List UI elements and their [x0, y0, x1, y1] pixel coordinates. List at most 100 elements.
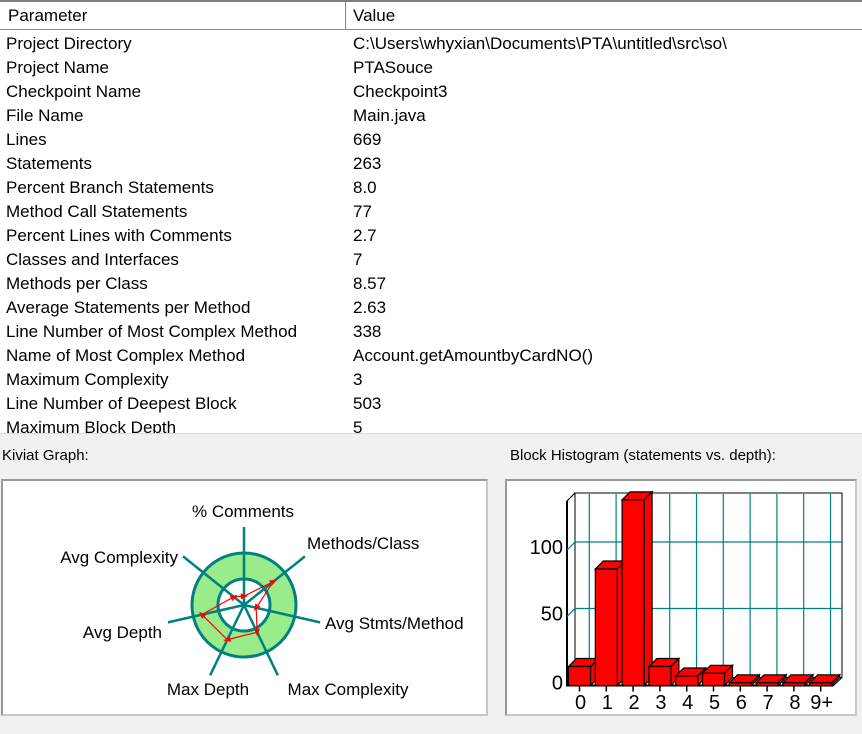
kiviat-axis-label: Max Depth — [167, 680, 249, 699]
table-row[interactable]: Line Number of Deepest Block 503 — [0, 392, 862, 416]
value-cell: Checkpoint3 — [353, 82, 448, 101]
histogram-x-tick-label: 7 — [763, 692, 774, 714]
kiviat-graph-panel: % Comments Methods/Class Avg Stmts/Method M… — [1, 479, 488, 716]
table-row[interactable]: Percent Branch Statements 8.0 — [0, 176, 862, 200]
kiviat-axis-label: Methods/Class — [307, 534, 419, 553]
table-row[interactable]: Maximum Complexity 3 — [0, 368, 862, 392]
table-row[interactable]: Project Name PTASouce — [0, 56, 862, 80]
param-cell: Checkpoint Name — [6, 82, 142, 101]
charts-section: Kiviat Graph: % Comments Methods/Class Avg… — [0, 433, 862, 734]
histogram-x-tick-label: 2 — [629, 692, 640, 714]
kiviat-spoke — [242, 604, 279, 676]
histogram-bar — [701, 672, 726, 687]
histogram-x-tick-label: 4 — [682, 692, 693, 714]
column-divider-highlight — [346, 2, 347, 29]
histogram-y-tick-label: 50 — [541, 603, 563, 625]
table-row[interactable]: Average Statements per Method 2.63 — [0, 296, 862, 320]
table-row[interactable]: Lines 669 — [0, 128, 862, 152]
kiviat-data-marker — [199, 611, 207, 619]
histogram-y-tick — [566, 608, 576, 617]
param-cell: Line Number of Deepest Block — [6, 394, 237, 413]
param-cell: Method Call Statements — [6, 202, 188, 221]
value-cell: 503 — [353, 394, 382, 413]
kiviat-axis-label: Avg Depth — [83, 623, 162, 642]
value-cell: 5 — [353, 418, 363, 436]
param-cell: Line Number of Most Complex Method — [6, 322, 298, 341]
value-cell: 2.63 — [353, 298, 387, 317]
block-histogram-panel: 100 50 0 0 1 2 3 4 5 6 7 8 9+ — [505, 479, 857, 716]
table-row[interactable]: Checkpoint Name Checkpoint3 — [0, 80, 862, 104]
histogram-bar — [782, 682, 806, 687]
kiviat-data-marker — [229, 594, 238, 602]
table-row[interactable]: Statements 263 — [0, 152, 862, 176]
histogram-bar — [809, 682, 833, 687]
value-cell: 77 — [353, 202, 372, 221]
histogram-axis-corner — [566, 492, 576, 502]
column-divider[interactable] — [345, 2, 346, 29]
table-row[interactable]: Methods per Class 8.57 — [0, 272, 862, 296]
histogram-bar-side — [643, 490, 653, 687]
histogram-x-tick-label: 3 — [655, 692, 666, 714]
param-cell: Name of Most Complex Method — [6, 346, 246, 365]
param-cell: Project Directory — [6, 34, 132, 53]
value-cell: 8.0 — [353, 178, 377, 197]
kiviat-axis-label: % Comments — [192, 502, 294, 521]
param-cell: Lines — [6, 130, 47, 149]
value-cell: 3 — [353, 370, 363, 389]
histogram-bar — [675, 675, 699, 687]
kiviat-spoke — [167, 603, 245, 624]
histogram-bar — [728, 682, 752, 687]
histogram-bar — [648, 665, 672, 687]
table-row[interactable]: Percent Lines with Comments 2.7 — [0, 224, 862, 248]
value-cell: C:\Users\whyxian\Documents\PTA\untitled\… — [353, 34, 727, 53]
table-row[interactable]: Maximum Block Depth 5 — [0, 416, 862, 436]
column-header-parameter[interactable]: Parameter — [8, 6, 88, 25]
table-row[interactable]: Project Directory C:\Users\whyxian\Docume… — [0, 32, 862, 56]
value-cell: Main.java — [353, 106, 426, 125]
table-row[interactable]: Method Call Statements 77 — [0, 200, 862, 224]
kiviat-data-marker — [253, 603, 261, 612]
kiviat-data-polygon — [200, 580, 275, 641]
histogram-x-tick-label: 1 — [602, 692, 613, 714]
table-row[interactable]: Line Number of Most Complex Method 338 — [0, 320, 862, 344]
param-cell: Percent Branch Statements — [6, 178, 214, 197]
param-cell: Project Name — [6, 58, 109, 77]
value-cell: PTASouce — [353, 58, 434, 77]
kiviat-data-marker — [253, 628, 260, 637]
table-row[interactable]: Name of Most Complex Method Account.getAm… — [0, 344, 862, 368]
value-cell: Account.getAmountbyCardNO() — [353, 346, 593, 365]
value-cell: 669 — [353, 130, 382, 149]
histogram-y-tick-label: 0 — [552, 672, 563, 694]
histogram-x-tick-label: 9+ — [810, 692, 833, 714]
histogram-bar — [594, 568, 618, 687]
histogram-x-tick-label: 5 — [709, 692, 720, 714]
table-row[interactable]: Classes and Interfaces 7 — [0, 248, 862, 272]
value-cell: 7 — [353, 250, 363, 269]
parameter-table: Parameter Value Project Directory C:\User… — [0, 0, 862, 436]
param-cell: Average Statements per Method — [6, 298, 251, 317]
param-cell: Statements — [6, 154, 92, 173]
kiviat-chart: % Comments Methods/Class Avg Stmts/Method M… — [60, 502, 464, 699]
histogram-y-tick — [566, 541, 576, 551]
histogram-bar — [755, 682, 779, 687]
histogram-axis-corner — [833, 677, 843, 686]
kiviat-axis-label: Max Complexity — [288, 680, 409, 699]
histogram-x-tick-label: 8 — [789, 692, 800, 714]
value-cell: 2.7 — [353, 226, 377, 245]
value-cell: 263 — [353, 154, 382, 173]
table-row[interactable]: File Name Main.java — [0, 104, 862, 128]
value-cell: 338 — [353, 322, 382, 341]
kiviat-axis-label: Avg Stmts/Method — [325, 614, 464, 633]
param-cell: Classes and Interfaces — [6, 250, 179, 269]
histogram-y-tick-label: 100 — [530, 537, 563, 559]
table-header: Parameter Value — [0, 2, 862, 30]
param-cell: File Name — [6, 106, 84, 125]
histogram-x-tick-label: 6 — [736, 692, 747, 714]
histogram-bar — [621, 499, 645, 687]
column-header-value[interactable]: Value — [353, 6, 396, 25]
param-cell: Maximum Complexity — [6, 370, 169, 389]
param-cell: Percent Lines with Comments — [6, 226, 232, 245]
param-cell: Maximum Block Depth — [6, 418, 177, 436]
